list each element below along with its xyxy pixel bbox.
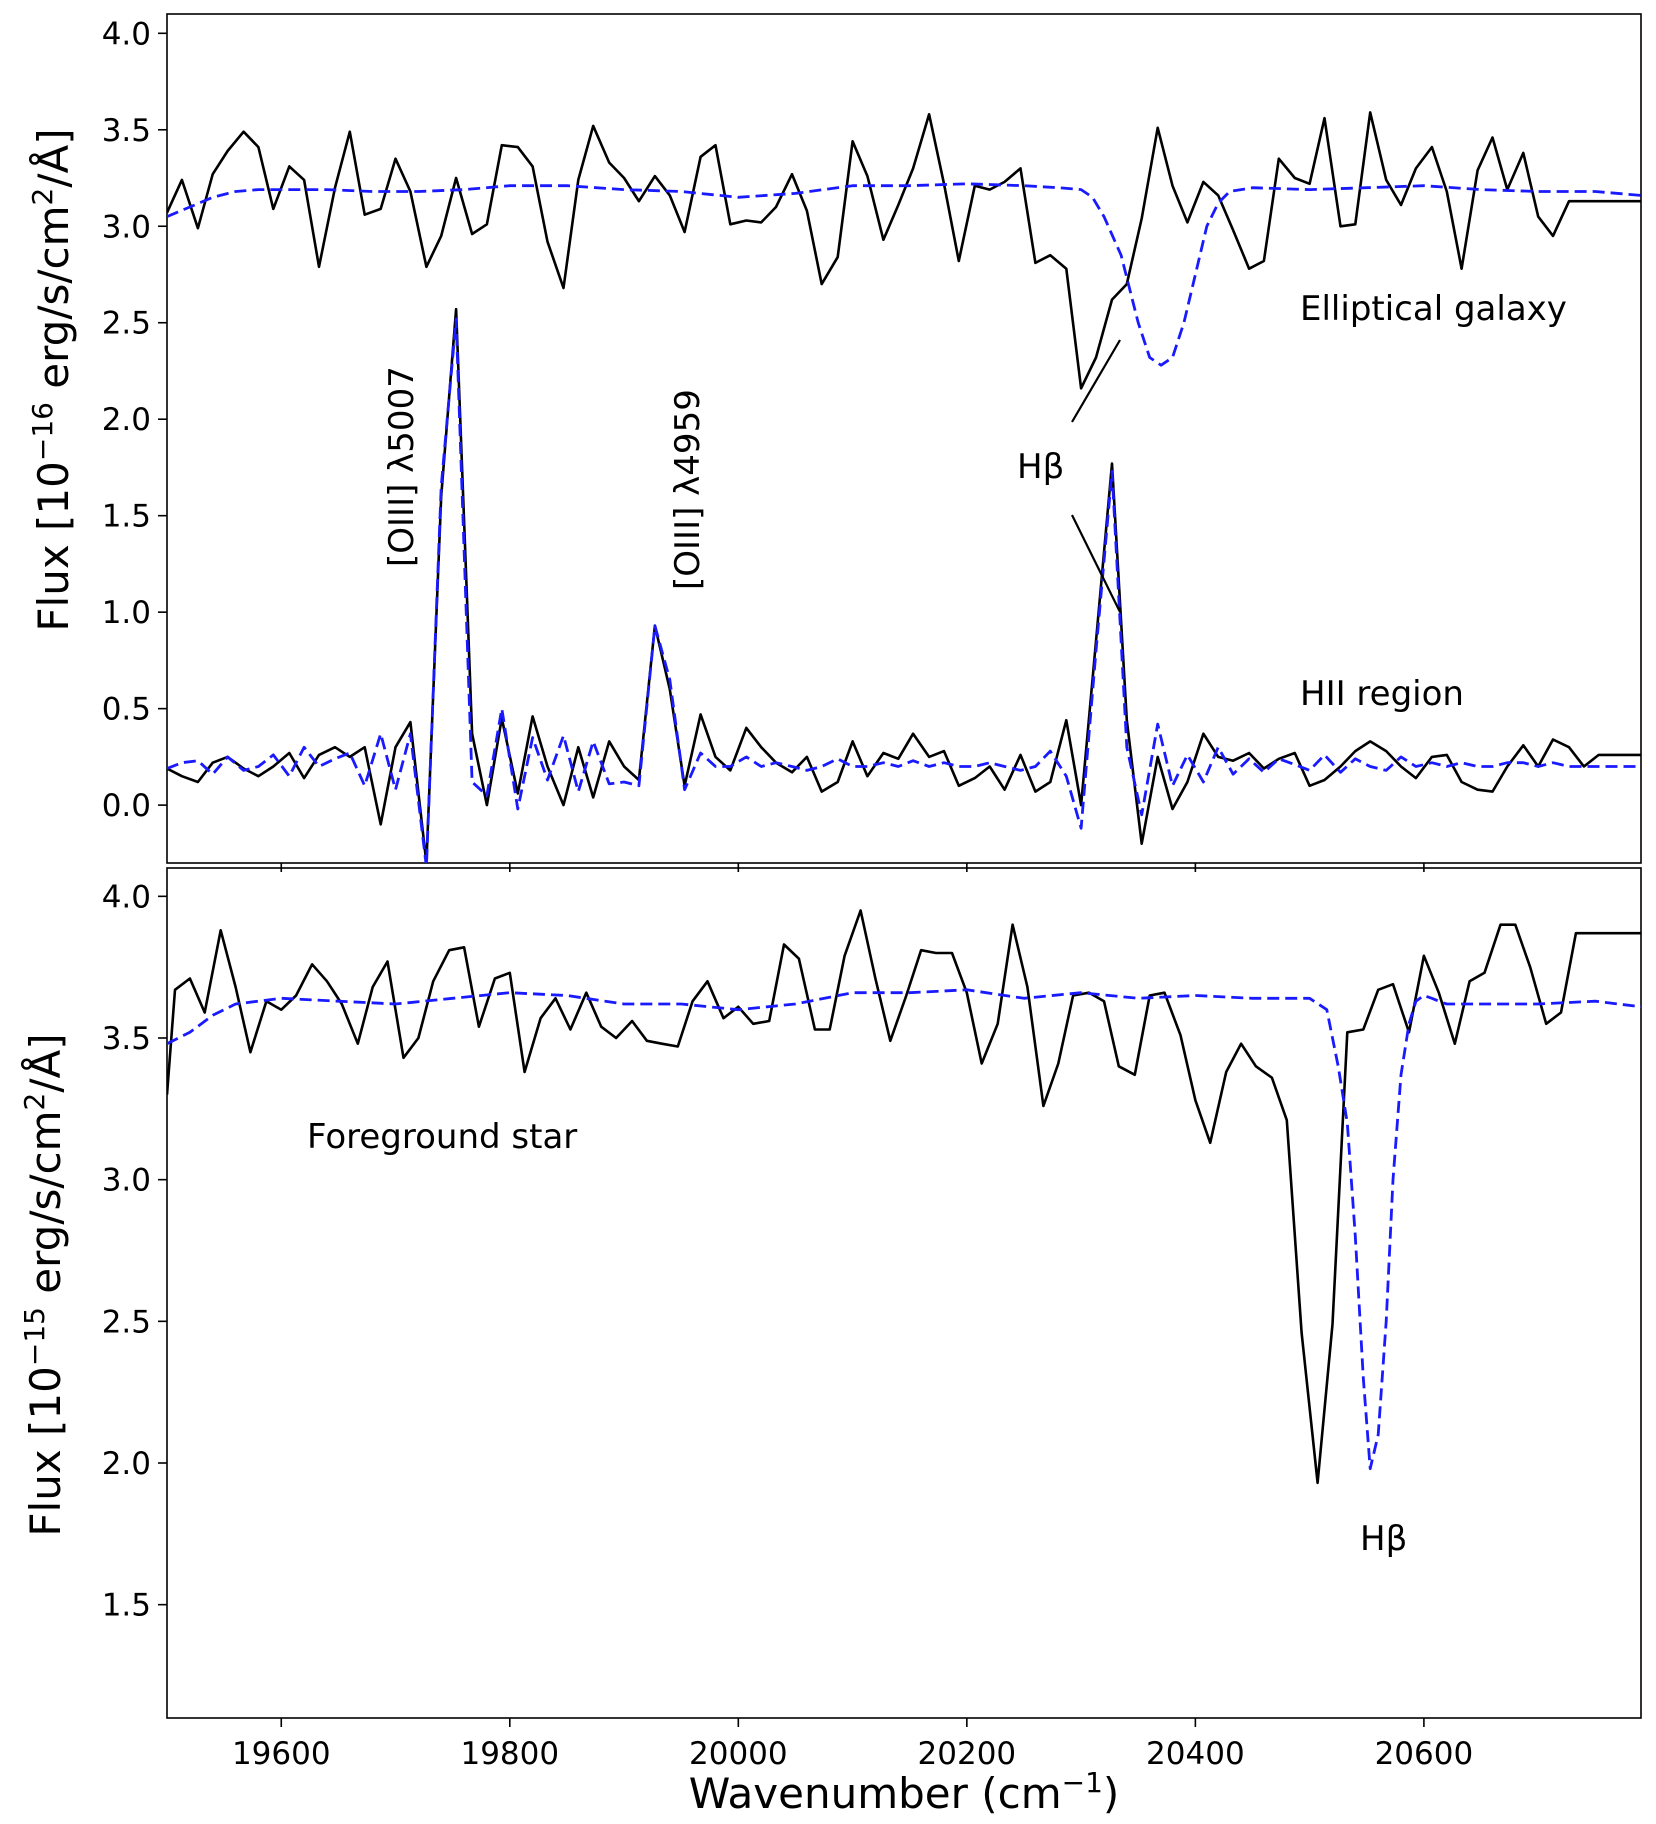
bottom-series-0-observed-line [167, 909, 1641, 1485]
top-y-axis-label: Flux [10−16 erg/s/cm2/Å] [26, 128, 78, 631]
bottom-xtick-label: 20400 [1146, 1736, 1245, 1772]
bottom-xtick-label: 20600 [1375, 1736, 1474, 1772]
bottom-series-1-model-line [167, 988, 1641, 1471]
top-series-0-observed-line [167, 111, 1641, 390]
top-ytick-label: 1.0 [102, 595, 151, 631]
annotation-foreground-star: Foreground star [307, 1117, 577, 1157]
hbeta-leader-lower [1071, 514, 1121, 613]
top-ytick-label: 2.5 [102, 306, 151, 342]
annotation-hii-region: HII region [1300, 674, 1464, 714]
annotation-oiii-4959: [OIII] λ4959 [668, 389, 708, 590]
bottom-xtick-label: 20200 [918, 1736, 1017, 1772]
bottom-series-group [167, 909, 1641, 1485]
bottom-plot-frame [166, 867, 1642, 1719]
top-series-2-observed-line [167, 307, 1641, 863]
bottom-panel: 1.5 2.0 2.5 3.0 3.5 4.0 19600 19800 20000 20200 2… [18, 867, 1642, 1818]
top-ytick-label: 1.5 [102, 499, 151, 535]
annotation-hbeta-bottom: Hβ [1360, 1519, 1407, 1559]
bottom-ytick-label: 2.0 [102, 1446, 151, 1482]
top-y-ticks: 0.0 0.5 1.0 1.5 2.0 2.5 3.0 3.5 4.0 [102, 16, 167, 824]
top-panel: 0.0 0.5 1.0 1.5 2.0 2.5 3.0 3.5 4.0 Elliptical g… [26, 13, 1642, 872]
bottom-ytick-label: 1.5 [102, 1588, 151, 1624]
bottom-y-ticks: 1.5 2.0 2.5 3.0 3.5 4.0 [102, 879, 167, 1624]
top-ytick-label: 0.5 [102, 692, 151, 728]
bottom-xtick-label: 19600 [232, 1736, 331, 1772]
bottom-y-axis-label: Flux [10−15 erg/s/cm2/Å] [18, 1033, 70, 1536]
bottom-ytick-label: 2.5 [102, 1304, 151, 1340]
top-ytick-label: 0.0 [102, 788, 151, 824]
annotation-oiii-5007: [OIII] λ5007 [382, 366, 422, 567]
top-ytick-label: 4.0 [102, 16, 151, 52]
top-ytick-label: 3.0 [102, 209, 151, 245]
bottom-ytick-label: 3.5 [102, 1021, 151, 1057]
bottom-xtick-label: 20000 [689, 1736, 788, 1772]
top-series-1-model-line [167, 182, 1641, 367]
top-plot-frame [166, 13, 1642, 864]
x-axis-label: Wavenumber (cm−1) [689, 1766, 1120, 1818]
hbeta-leader-upper [1071, 339, 1121, 423]
annotation-elliptical-galaxy: Elliptical galaxy [1300, 289, 1567, 329]
bottom-ytick-label: 4.0 [102, 879, 151, 915]
annotation-hbeta-top: Hβ [1017, 447, 1064, 487]
top-ytick-label: 3.5 [102, 113, 151, 149]
bottom-x-ticks: 19600 19800 20000 20200 20400 20600 [232, 1718, 1473, 1772]
top-series-3-model-line [167, 317, 1641, 863]
top-series-group [167, 111, 1641, 863]
bottom-xtick-label: 19800 [460, 1736, 559, 1772]
top-ytick-label: 2.0 [102, 402, 151, 438]
bottom-ytick-label: 3.0 [102, 1163, 151, 1199]
